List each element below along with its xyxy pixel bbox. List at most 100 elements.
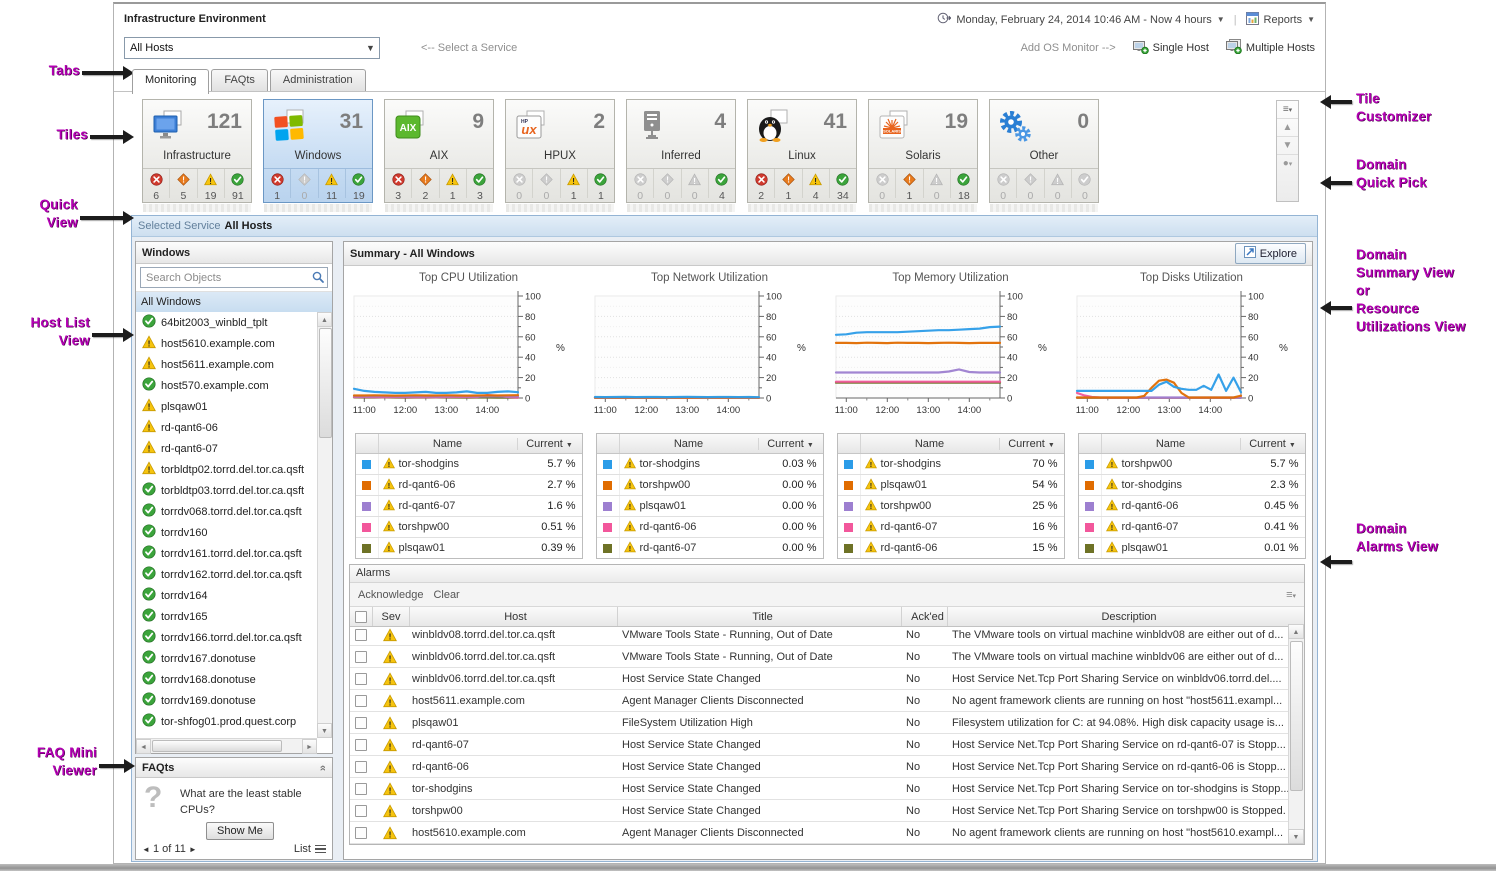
host-list-vertical-scrollbar[interactable]: ▲ ▼: [317, 312, 332, 738]
scroll-up-icon[interactable]: ▲: [317, 312, 332, 327]
alarm-host[interactable]: plsqaw01: [412, 716, 459, 729]
resource-table-row[interactable]: ! rd-qant6-07 0.00 %: [597, 538, 823, 558]
tile-status-warning[interactable]: ! 1: [559, 169, 587, 202]
alarm-checkbox[interactable]: [355, 694, 367, 707]
resource-table-row[interactable]: ! rd-qant6-06 15 %: [838, 538, 1064, 558]
alarm-row[interactable]: ! torshpw00 Host Service State Changed No Ho…: [350, 800, 1288, 822]
alarm-host[interactable]: host5611.example.com: [412, 694, 525, 707]
customizer-up-icon[interactable]: ▲: [1277, 119, 1298, 137]
tile-status-critical[interactable]: ! 1: [774, 169, 801, 202]
resource-row-name[interactable]: ! tor-shodgins: [379, 456, 516, 472]
host-list-item[interactable]: ! host5611.example.com: [136, 354, 317, 375]
tile-status-normal[interactable]: 4: [707, 169, 735, 202]
resource-row-name[interactable]: ! plsqaw01: [1102, 540, 1239, 556]
alarm-title[interactable]: Agent Manager Clients Disconnected: [622, 694, 804, 707]
faq-list-button[interactable]: List: [294, 843, 326, 856]
alarm-row[interactable]: ! winbldv06.torrd.del.tor.ca.qsft VMware T…: [350, 646, 1288, 668]
sev-column-header[interactable]: Sev: [373, 607, 410, 626]
resource-row-name[interactable]: ! rd-qant6-06: [620, 519, 757, 535]
host-list-item[interactable]: ! torbldtp02.torrd.del.tor.ca.qsft: [136, 459, 317, 480]
tile-status-critical[interactable]: ! 5: [169, 169, 196, 202]
host-group-all-windows[interactable]: All Windows: [136, 292, 332, 312]
alarm-checkbox[interactable]: [355, 760, 367, 773]
host-list-item[interactable]: torbldtp03.torrd.del.tor.ca.qsft: [136, 480, 317, 501]
resource-table-row[interactable]: ! rd-qant6-06 0.45 %: [1078, 496, 1305, 517]
scroll-down-icon[interactable]: ▼: [1288, 829, 1304, 844]
resource-row-name[interactable]: ! rd-qant6-07: [379, 498, 516, 514]
tile-status-fatal[interactable]: 0: [990, 169, 1016, 202]
tile-status-normal[interactable]: 34: [828, 169, 856, 202]
tile-windows[interactable]: 31 Windows 1! 0! 11 19: [263, 99, 373, 212]
host-list-item[interactable]: tor-shfog01.prod.quest.corp: [136, 711, 317, 732]
alarms-vertical-scrollbar[interactable]: ▲ ▼: [1288, 624, 1304, 844]
explore-button[interactable]: Explore: [1234, 243, 1306, 264]
scroll-right-icon[interactable]: ►: [302, 739, 317, 754]
tile-status-warning[interactable]: ! 0: [922, 169, 950, 202]
resource-table-row[interactable]: ! torshpw00 5.7 %: [1078, 454, 1305, 475]
resource-row-name[interactable]: ! tor-shodgins: [1102, 477, 1239, 493]
alarm-checkbox[interactable]: [355, 628, 367, 641]
alarm-row[interactable]: ! host5610.example.com Agent Manager Clien…: [350, 822, 1288, 844]
tile-status-critical[interactable]: ! 0: [1016, 169, 1043, 202]
scroll-thumb[interactable]: [1290, 641, 1303, 791]
alarm-row[interactable]: ! tor-shodgins Host Service State Changed N…: [350, 778, 1288, 800]
alarm-row[interactable]: ! rd-qant6-06 Host Service State Changed No…: [350, 756, 1288, 778]
alarm-checkbox[interactable]: [355, 826, 367, 839]
host-list-horizontal-scrollbar[interactable]: ◄ ►: [136, 738, 317, 754]
scroll-thumb[interactable]: [152, 740, 282, 752]
resource-row-name[interactable]: ! rd-qant6-06: [861, 540, 998, 556]
alarm-host[interactable]: rd-qant6-07: [412, 738, 469, 751]
host-list-item[interactable]: ! rd-qant6-07: [136, 438, 317, 459]
timerange-caret-icon[interactable]: ▼: [1216, 15, 1225, 24]
tile-status-warning[interactable]: ! 19: [196, 169, 224, 202]
tile-status-warning[interactable]: ! 0: [680, 169, 708, 202]
host-list-item[interactable]: torrdv166.torrd.del.tor.ca.qsft: [136, 627, 317, 648]
alarm-title[interactable]: FileSystem Utilization High: [622, 716, 753, 729]
resource-table-row[interactable]: ! rd-qant6-06 2.7 %: [355, 475, 582, 496]
acked-column-header[interactable]: Ack'ed: [902, 607, 948, 626]
resource-table-row[interactable]: ! rd-qant6-06 0.00 %: [596, 517, 823, 538]
timerange-label[interactable]: Monday, February 24, 2014 10:46 AM - Now…: [956, 13, 1212, 26]
tile-inferred[interactable]: 4 Inferred 0! 0! 0 4: [626, 99, 736, 212]
alarm-host[interactable]: winbldv06.torrd.del.tor.ca.qsft: [412, 672, 556, 685]
customizer-options-icon[interactable]: ●▾: [1282, 158, 1293, 169]
resource-row-name[interactable]: ! plsqaw01: [379, 540, 516, 556]
host-list-item[interactable]: torrdv167.donotuse: [136, 648, 317, 669]
resource-table-row[interactable]: ! plsqaw01 0.39 %: [356, 538, 582, 558]
select-all-checkbox[interactable]: [355, 610, 367, 623]
collapse-icon[interactable]: »: [316, 764, 329, 771]
resource-row-name[interactable]: ! rd-qant6-06: [1102, 498, 1239, 514]
resource-table-row[interactable]: ! rd-qant6-07 1.6 %: [355, 496, 582, 517]
alarm-host[interactable]: winbldv06.torrd.del.tor.ca.qsft: [412, 650, 556, 663]
host-list-item[interactable]: torrdv169.donotuse: [136, 690, 317, 711]
current-column-header[interactable]: Current ▼: [757, 437, 823, 450]
tile-status-warning[interactable]: ! 4: [801, 169, 829, 202]
tile-status-critical[interactable]: ! 1: [895, 169, 922, 202]
resource-row-name[interactable]: ! tor-shodgins: [861, 456, 998, 472]
host-column-header[interactable]: Host: [410, 607, 618, 626]
tile-infrastructure[interactable]: 121 Infrastructure 6! 5! 19 91: [142, 99, 252, 212]
resource-row-name[interactable]: ! torshpw00: [861, 498, 998, 514]
single-host-button[interactable]: Single Host: [1132, 39, 1209, 57]
description-column-header[interactable]: Description: [1101, 610, 1157, 623]
alarm-checkbox[interactable]: [355, 738, 367, 751]
show-me-button[interactable]: Show Me: [206, 822, 274, 840]
tile-status-fatal[interactable]: 0: [627, 169, 653, 202]
current-column-header[interactable]: Current ▼: [1239, 437, 1305, 450]
tile-status-warning[interactable]: ! 1: [438, 169, 466, 202]
alarm-title[interactable]: Agent Manager Clients Disconnected: [622, 826, 804, 839]
search-input[interactable]: [144, 269, 298, 286]
alarm-title[interactable]: Host Service State Changed: [622, 672, 761, 685]
host-list-item[interactable]: host570.example.com: [136, 375, 317, 396]
customizer-menu-icon[interactable]: ≡▾: [1277, 101, 1298, 119]
clear-button[interactable]: Clear: [433, 588, 460, 601]
host-list-item[interactable]: torrdv162.torrd.del.tor.ca.qsft: [136, 564, 317, 585]
alarm-host[interactable]: host5610.example.com: [412, 826, 526, 839]
tab-monitoring[interactable]: Monitoring: [132, 69, 210, 94]
tile-status-warning[interactable]: ! 11: [317, 169, 345, 202]
resource-row-name[interactable]: ! torshpw00: [379, 519, 516, 535]
tile-status-fatal[interactable]: 3: [385, 169, 411, 202]
alarm-checkbox[interactable]: [355, 716, 367, 729]
name-column-header[interactable]: Name: [432, 437, 463, 450]
name-column-header[interactable]: Name: [914, 437, 945, 450]
